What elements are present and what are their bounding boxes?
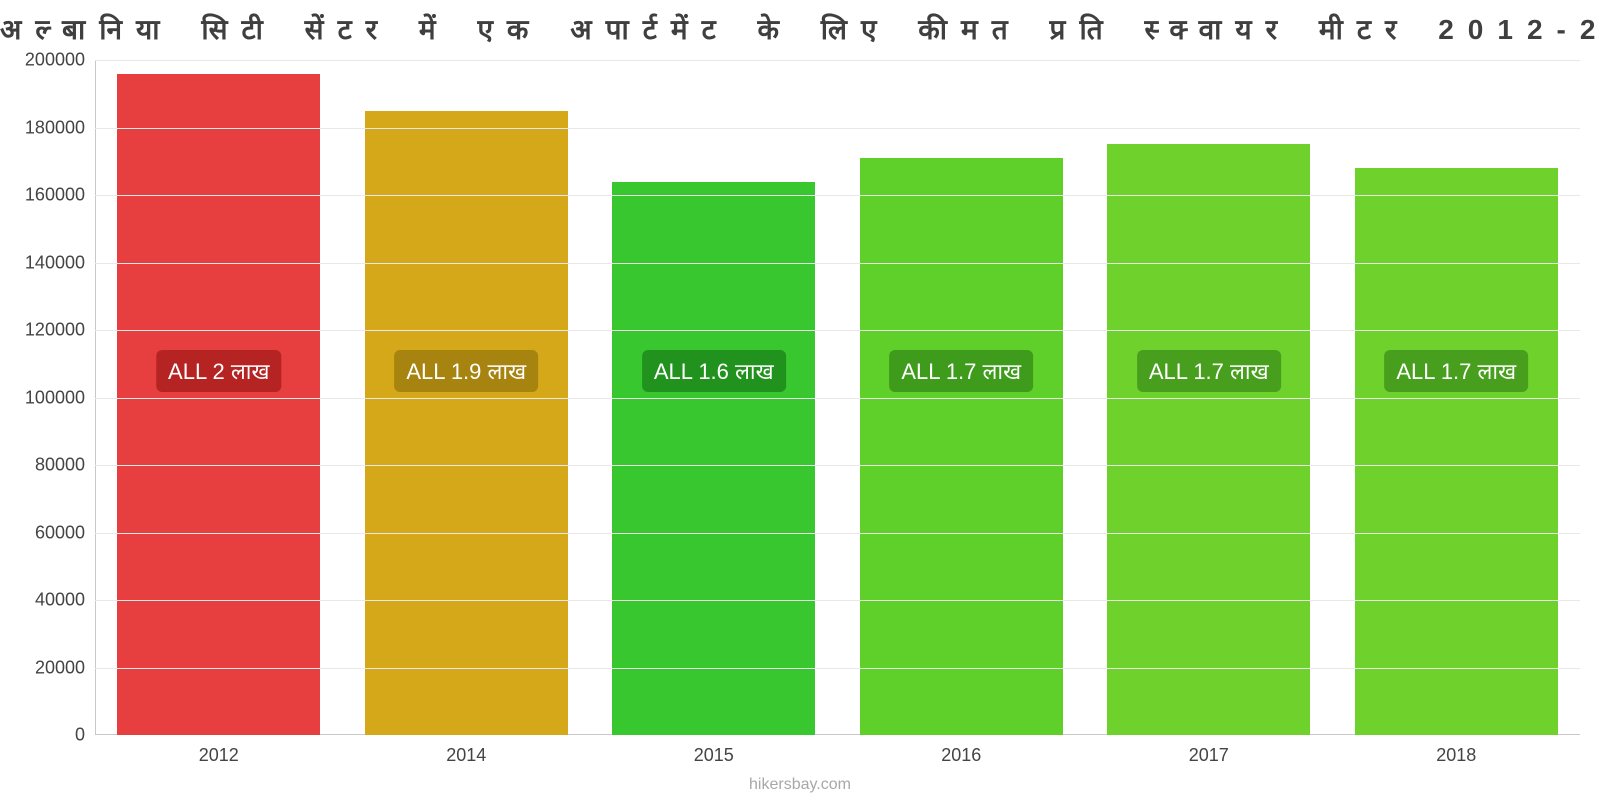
y-tick-label: 60000 [35, 522, 95, 543]
bar-value-label: ALL 1.7 लाख [1137, 350, 1281, 392]
gridline [95, 668, 1580, 669]
x-tick-label: 2012 [199, 735, 239, 766]
y-tick-label: 140000 [25, 252, 95, 273]
bar: ALL 1.7 लाख [860, 158, 1063, 735]
gridline [95, 398, 1580, 399]
bar: ALL 2 लाख [117, 74, 320, 736]
attribution: hikersbay.com [0, 776, 1600, 794]
x-tick-label: 2015 [694, 735, 734, 766]
x-tick-label: 2014 [446, 735, 486, 766]
gridline [95, 330, 1580, 331]
bar: ALL 1.7 लाख [1107, 144, 1310, 735]
y-tick-label: 120000 [25, 320, 95, 341]
bar-value-label: ALL 1.7 लाख [889, 350, 1033, 392]
y-tick-label: 0 [75, 725, 95, 746]
y-tick-label: 160000 [25, 185, 95, 206]
y-tick-label: 100000 [25, 387, 95, 408]
y-tick-label: 40000 [35, 590, 95, 611]
gridline [95, 128, 1580, 129]
bar: ALL 1.7 लाख [1355, 168, 1558, 735]
y-tick-label: 180000 [25, 117, 95, 138]
plot-area: ALL 2 लाख2012ALL 1.9 लाख2014ALL 1.6 लाख2… [95, 60, 1580, 735]
gridline [95, 60, 1580, 61]
x-tick-label: 2017 [1189, 735, 1229, 766]
bar-value-label: ALL 1.6 लाख [642, 350, 786, 392]
chart-title: अल्बानिया सिटी सेंटर में एक अपार्टमेंट क… [0, 10, 1600, 48]
bar-value-label: ALL 1.7 लाख [1384, 350, 1528, 392]
gridline [95, 465, 1580, 466]
bar: ALL 1.9 लाख [365, 111, 568, 735]
y-tick-label: 200000 [25, 50, 95, 71]
bar-chart: अल्बानिया सिटी सेंटर में एक अपार्टमेंट क… [0, 0, 1600, 800]
gridline [95, 195, 1580, 196]
x-tick-label: 2018 [1436, 735, 1476, 766]
bar: ALL 1.6 लाख [612, 182, 815, 736]
gridline [95, 263, 1580, 264]
x-tick-label: 2016 [941, 735, 981, 766]
bar-value-label: ALL 1.9 लाख [394, 350, 538, 392]
bar-value-label: ALL 2 लाख [156, 350, 281, 392]
gridline [95, 533, 1580, 534]
y-tick-label: 80000 [35, 455, 95, 476]
y-tick-label: 20000 [35, 657, 95, 678]
gridline [95, 600, 1580, 601]
